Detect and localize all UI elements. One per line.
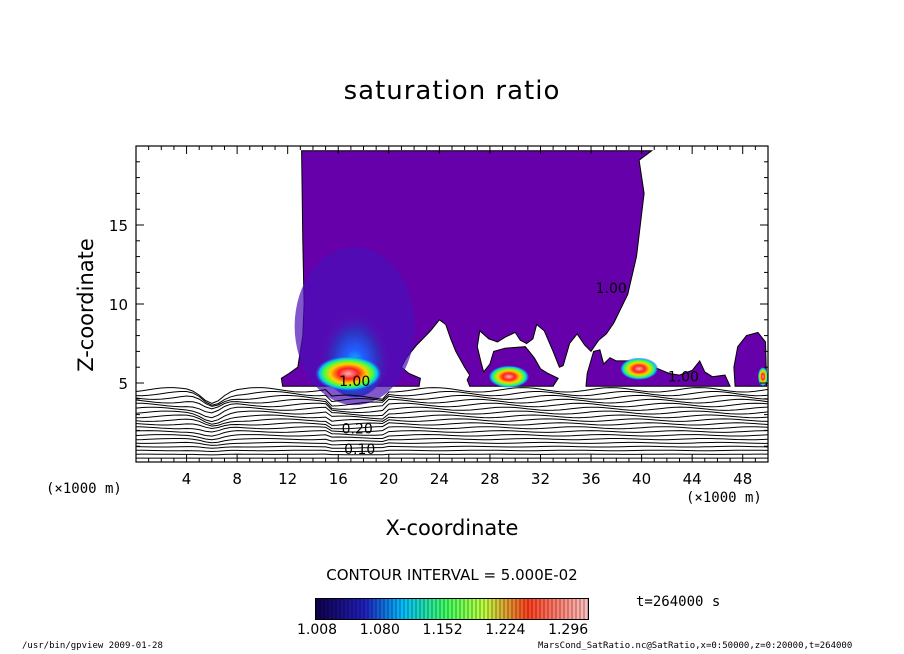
contour-level-8 (136, 430, 768, 437)
x-tick-label: 32 (531, 470, 550, 488)
time-label: t=264000 s (636, 594, 721, 610)
contour-level-16 (136, 398, 768, 410)
contour-level-14 (136, 406, 768, 419)
contour-level-11 (136, 418, 768, 427)
contour-label-5: 1.00 (668, 369, 699, 385)
y-axis-label: Z-coordinate (74, 238, 98, 372)
contour-level-17 (136, 394, 768, 407)
contour-level-9 (136, 426, 768, 433)
x-tick-label: 36 (581, 470, 600, 488)
contour-level-3 (136, 449, 768, 453)
contour-level-10 (136, 422, 768, 430)
y-tick-label: 5 (118, 375, 128, 393)
x-unit-label-right: (×1000 m) (686, 490, 762, 506)
colorbar-tick-label: 1.008 (297, 622, 338, 638)
contour-label-1: 0.10 (344, 442, 375, 458)
x-unit-label-left: (×1000 m) (46, 481, 122, 497)
x-tick-label: 24 (430, 470, 449, 488)
colorbar-tick-label: 1.152 (422, 622, 463, 638)
contour-level-19 (136, 387, 768, 404)
contour-level-5 (136, 441, 768, 446)
hot-spot-2 (488, 365, 530, 388)
plot-inner: 0.10 0.20 1.00 1.00 1.00 (136, 150, 768, 459)
contour-label-3: 1.00 (339, 374, 370, 390)
x-tick-label: 16 (329, 470, 348, 488)
contour-lines (136, 387, 768, 459)
x-tick-label: 20 (379, 470, 398, 488)
hot-spot-4 (757, 367, 768, 387)
colorbar-tick-label: 1.080 (359, 622, 400, 638)
y-tick-label: 15 (109, 217, 128, 235)
region-east (585, 349, 731, 387)
y-tick-label: 10 (109, 296, 128, 314)
contour-level-13 (136, 410, 768, 423)
contour-level-6 (136, 438, 768, 444)
contour-level-12 (136, 414, 768, 425)
footer-right: MarsCond_SatRatio.nc@SatRatio,x=0:50000,… (538, 641, 853, 651)
contour-label-4: 1.00 (596, 281, 627, 297)
hot-spot-3 (620, 357, 659, 380)
hot-spot-1 (315, 356, 382, 391)
x-tick-label: 12 (278, 470, 297, 488)
x-tick-label: 44 (683, 470, 702, 488)
contour-level-18 (136, 391, 768, 406)
colorbar-tick-label: 1.296 (548, 622, 589, 638)
contour-label-2: 0.20 (342, 422, 373, 438)
x-tick-label: 4 (182, 470, 192, 488)
x-tick-label: 40 (632, 470, 651, 488)
contour-interval-label: CONTOUR INTERVAL = 5.000E-02 (326, 566, 578, 584)
x-tick-label: 8 (232, 470, 242, 488)
contour-level-4 (136, 445, 768, 449)
colorbar (315, 598, 589, 620)
x-tick-label: 48 (733, 470, 752, 488)
contour-level-7 (136, 433, 768, 441)
x-axis-label: X-coordinate (385, 516, 519, 540)
contour-level-15 (136, 402, 768, 414)
contour-level-2 (136, 453, 768, 456)
footer-left: /usr/bin/gpview 2009-01-28 (22, 641, 163, 651)
x-tick-label: 28 (480, 470, 499, 488)
chart-title: saturation ratio (343, 76, 561, 106)
colorbar-tick-label: 1.224 (485, 622, 526, 638)
